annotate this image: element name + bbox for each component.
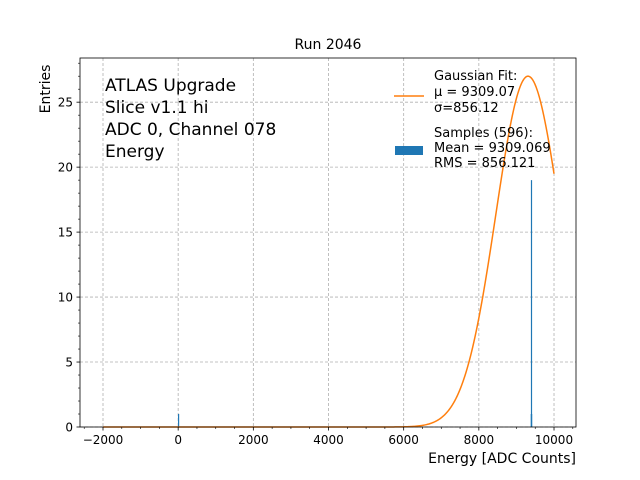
legend-samples-text: Samples (596): [434,126,533,141]
legend-fit-text: Gaussian Fit: [434,69,517,84]
x-tick-label: 4000 [313,433,344,447]
x-tick-label: 6000 [388,433,419,447]
legend-samples-text: Mean = 9309.069 [434,141,551,156]
legend-fit-text: μ = 9309.07 [434,85,515,100]
annotation-line: Energy [105,142,165,162]
y-axis-label: Entries [38,65,54,114]
axes-frame [79,57,577,428]
legend: Gaussian Fit: μ = 9309.07 σ=856.12 Sample… [394,69,551,171]
x-tick-label: −2000 [83,433,124,447]
chart-title: Run 2046 [295,37,362,53]
histogram-bar [177,414,180,427]
y-tick-label: 25 [58,96,73,110]
x-tick-label: 0 [174,433,182,447]
x-tick-label: 10000 [535,433,573,447]
y-axis-ticks: 0 5 10 15 20 25 [58,62,80,435]
annotation-line: ADC 0, Channel 078 [105,120,276,140]
histogram-bar [530,180,533,427]
legend-samples-patch-icon [395,146,423,155]
y-tick-label: 10 [58,291,73,305]
histogram-bar [530,414,533,427]
histogram-bars [177,180,533,427]
legend-samples-text: RMS = 856.121 [434,156,535,171]
x-axis-label: Energy [ADC Counts] [428,451,576,467]
annotation-line: Slice v1.1 hi [105,98,208,118]
legend-fit-text: σ=856.12 [434,101,499,116]
y-tick-label: 5 [65,356,73,370]
x-tick-label: 2000 [238,433,269,447]
y-tick-label: 20 [58,161,73,175]
annotation-line: ATLAS Upgrade [105,76,236,96]
y-tick-label: 0 [65,421,73,435]
y-tick-label: 15 [58,226,73,240]
x-tick-label: 8000 [464,433,495,447]
x-axis-ticks: −2000 0 2000 4000 6000 8000 10000 [83,427,573,447]
